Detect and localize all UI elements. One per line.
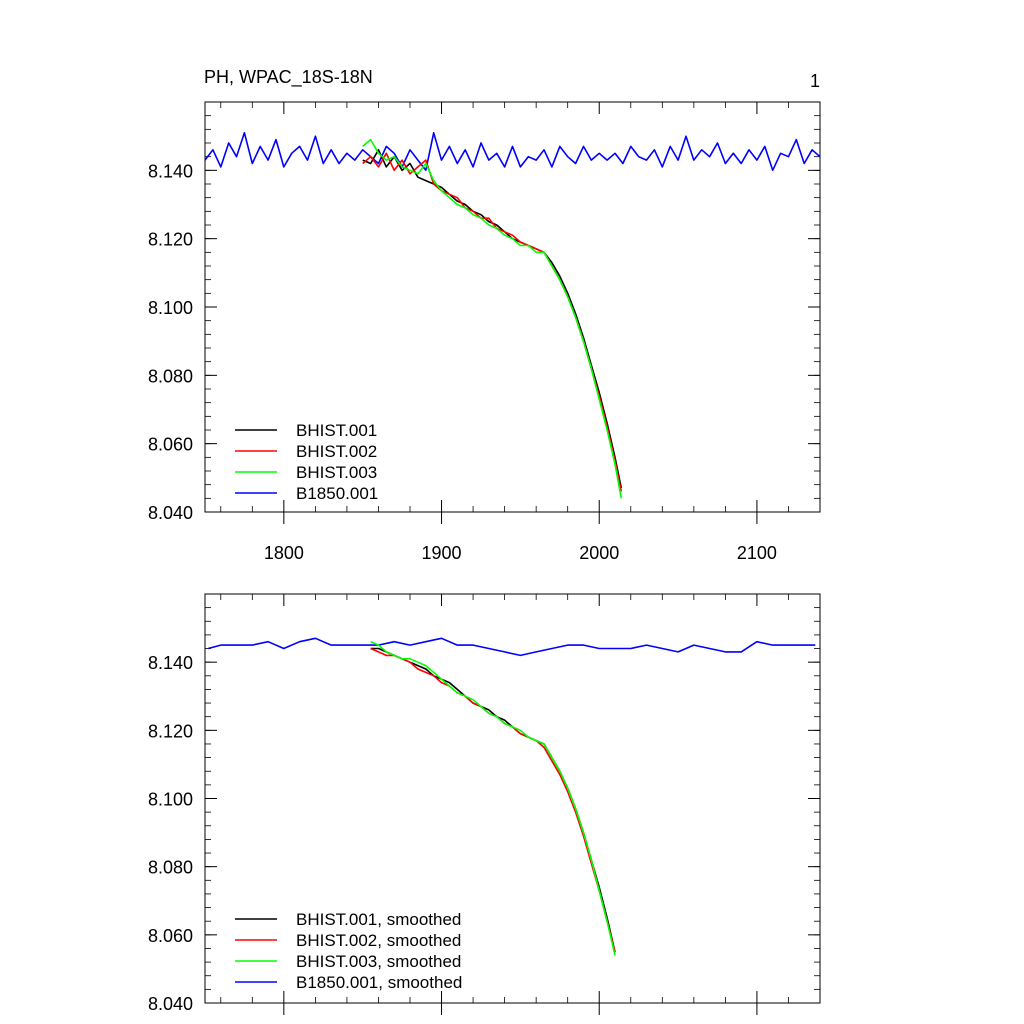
series-line-bhist-002 <box>362 152 623 492</box>
series-line-bhist-002-smoothed <box>370 647 616 953</box>
y-tick-label: 8.060 <box>148 435 193 455</box>
y-tick-label: 8.140 <box>148 653 193 673</box>
top-panel: 8.040 8.060 8.080 8.100 8.120 8.140 1800 1900 20… <box>148 101 821 563</box>
series-line-bhist-003 <box>362 138 623 499</box>
bottom-panel: 8.040 8.060 8.080 8.100 8.120 8.140 BHIST.001,… <box>148 593 821 1015</box>
y-tick-label: 8.060 <box>148 926 193 946</box>
legend-label: BHIST.002, smoothed <box>296 931 461 950</box>
x-tick-label: 1900 <box>422 543 462 563</box>
series-line-bhist-001-smoothed <box>370 647 616 953</box>
y-tick-label: 8.080 <box>148 366 193 386</box>
legend-label: BHIST.001, smoothed <box>296 910 461 929</box>
y-tick-label: 8.140 <box>148 161 193 181</box>
series-line-b1850-001 <box>204 132 821 172</box>
series-line-bhist-003-smoothed <box>370 640 616 956</box>
x-tick-label: 2000 <box>579 543 619 563</box>
legend-label: BHIST.003, smoothed <box>296 952 461 971</box>
legend-label: B1850.001 <box>296 484 378 503</box>
x-tick-label: 1800 <box>264 543 304 563</box>
legend-label: B1850.001, smoothed <box>296 973 462 992</box>
y-tick-label: 8.040 <box>148 994 193 1014</box>
legend-label: BHIST.001 <box>296 421 377 440</box>
y-tick-label: 8.120 <box>148 230 193 250</box>
y-tick-label: 8.040 <box>148 503 193 523</box>
y-tick-label: 8.100 <box>148 790 193 810</box>
series-line-bhist-001 <box>362 149 623 489</box>
y-tick-label: 8.120 <box>148 721 193 741</box>
y-tick-label: 8.080 <box>148 858 193 878</box>
y-tick-label: 8.100 <box>148 298 193 318</box>
figure-panel-number: 1 <box>810 71 820 91</box>
figure-title: PH, WPAC_18S-18N <box>204 67 373 88</box>
legend-label: BHIST.002 <box>296 442 377 461</box>
series-line-b1850-001-smoothed <box>207 637 816 657</box>
legend-label: BHIST.003 <box>296 463 377 482</box>
x-tick-label: 2100 <box>737 543 777 563</box>
